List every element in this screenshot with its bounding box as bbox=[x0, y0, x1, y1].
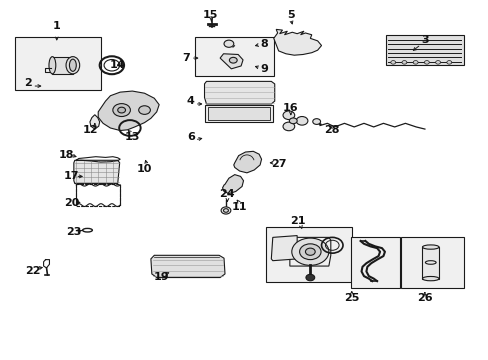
Circle shape bbox=[229, 57, 237, 63]
Circle shape bbox=[424, 60, 428, 64]
Bar bbox=[207, 107, 269, 120]
Circle shape bbox=[296, 117, 307, 125]
Ellipse shape bbox=[49, 57, 56, 74]
Bar bbox=[400, 237, 463, 288]
Polygon shape bbox=[151, 255, 224, 278]
Polygon shape bbox=[204, 81, 274, 104]
Text: 19: 19 bbox=[154, 272, 169, 282]
Text: 17: 17 bbox=[63, 171, 79, 181]
Ellipse shape bbox=[66, 57, 80, 74]
Circle shape bbox=[305, 274, 314, 281]
Circle shape bbox=[283, 111, 294, 120]
Polygon shape bbox=[233, 151, 261, 173]
Ellipse shape bbox=[422, 276, 438, 281]
Ellipse shape bbox=[422, 245, 438, 249]
Text: 23: 23 bbox=[66, 227, 81, 237]
Text: 28: 28 bbox=[324, 125, 339, 135]
Circle shape bbox=[224, 40, 233, 47]
Circle shape bbox=[291, 238, 328, 265]
Bar bbox=[385, 35, 463, 65]
Circle shape bbox=[118, 107, 125, 113]
Polygon shape bbox=[74, 160, 120, 184]
Text: 1: 1 bbox=[53, 21, 61, 31]
Polygon shape bbox=[222, 175, 243, 194]
Text: 5: 5 bbox=[286, 10, 294, 20]
Bar bbox=[52, 57, 73, 74]
Text: 11: 11 bbox=[231, 202, 247, 212]
Text: 4: 4 bbox=[186, 96, 194, 106]
Text: 25: 25 bbox=[344, 293, 359, 303]
Circle shape bbox=[221, 207, 230, 214]
Circle shape bbox=[446, 60, 451, 64]
Ellipse shape bbox=[69, 59, 76, 71]
Circle shape bbox=[299, 244, 321, 260]
Polygon shape bbox=[204, 105, 272, 122]
Text: 20: 20 bbox=[63, 198, 79, 208]
Circle shape bbox=[283, 122, 294, 131]
Polygon shape bbox=[273, 30, 321, 55]
Text: 24: 24 bbox=[219, 189, 235, 199]
Bar bbox=[15, 37, 101, 90]
Bar bbox=[194, 37, 273, 76]
Bar bbox=[422, 247, 438, 279]
Text: 10: 10 bbox=[137, 164, 152, 174]
Text: 21: 21 bbox=[290, 216, 305, 226]
Text: 16: 16 bbox=[283, 103, 298, 113]
Bar bbox=[350, 237, 399, 288]
Circle shape bbox=[305, 248, 315, 255]
Text: 7: 7 bbox=[182, 53, 189, 63]
Polygon shape bbox=[90, 115, 100, 129]
Bar bbox=[266, 226, 351, 282]
Text: 13: 13 bbox=[124, 132, 140, 142]
Text: 26: 26 bbox=[416, 293, 432, 303]
Circle shape bbox=[139, 106, 150, 114]
Circle shape bbox=[412, 60, 417, 64]
Text: 9: 9 bbox=[260, 64, 267, 74]
Circle shape bbox=[435, 60, 440, 64]
Text: 18: 18 bbox=[59, 150, 74, 160]
Text: 8: 8 bbox=[260, 39, 267, 49]
Text: 27: 27 bbox=[270, 159, 286, 169]
Text: 3: 3 bbox=[420, 35, 428, 45]
Text: 2: 2 bbox=[24, 78, 32, 88]
Circle shape bbox=[401, 60, 406, 64]
Polygon shape bbox=[271, 235, 297, 261]
Text: 12: 12 bbox=[83, 125, 99, 135]
Text: 14: 14 bbox=[110, 60, 125, 70]
Text: 15: 15 bbox=[202, 10, 218, 20]
Circle shape bbox=[289, 118, 297, 124]
Text: 22: 22 bbox=[24, 266, 40, 276]
Circle shape bbox=[312, 119, 320, 125]
Polygon shape bbox=[98, 91, 159, 131]
Text: 6: 6 bbox=[186, 132, 194, 142]
Circle shape bbox=[390, 60, 395, 64]
Polygon shape bbox=[220, 54, 243, 69]
FancyArrowPatch shape bbox=[232, 46, 234, 47]
Circle shape bbox=[113, 104, 130, 117]
